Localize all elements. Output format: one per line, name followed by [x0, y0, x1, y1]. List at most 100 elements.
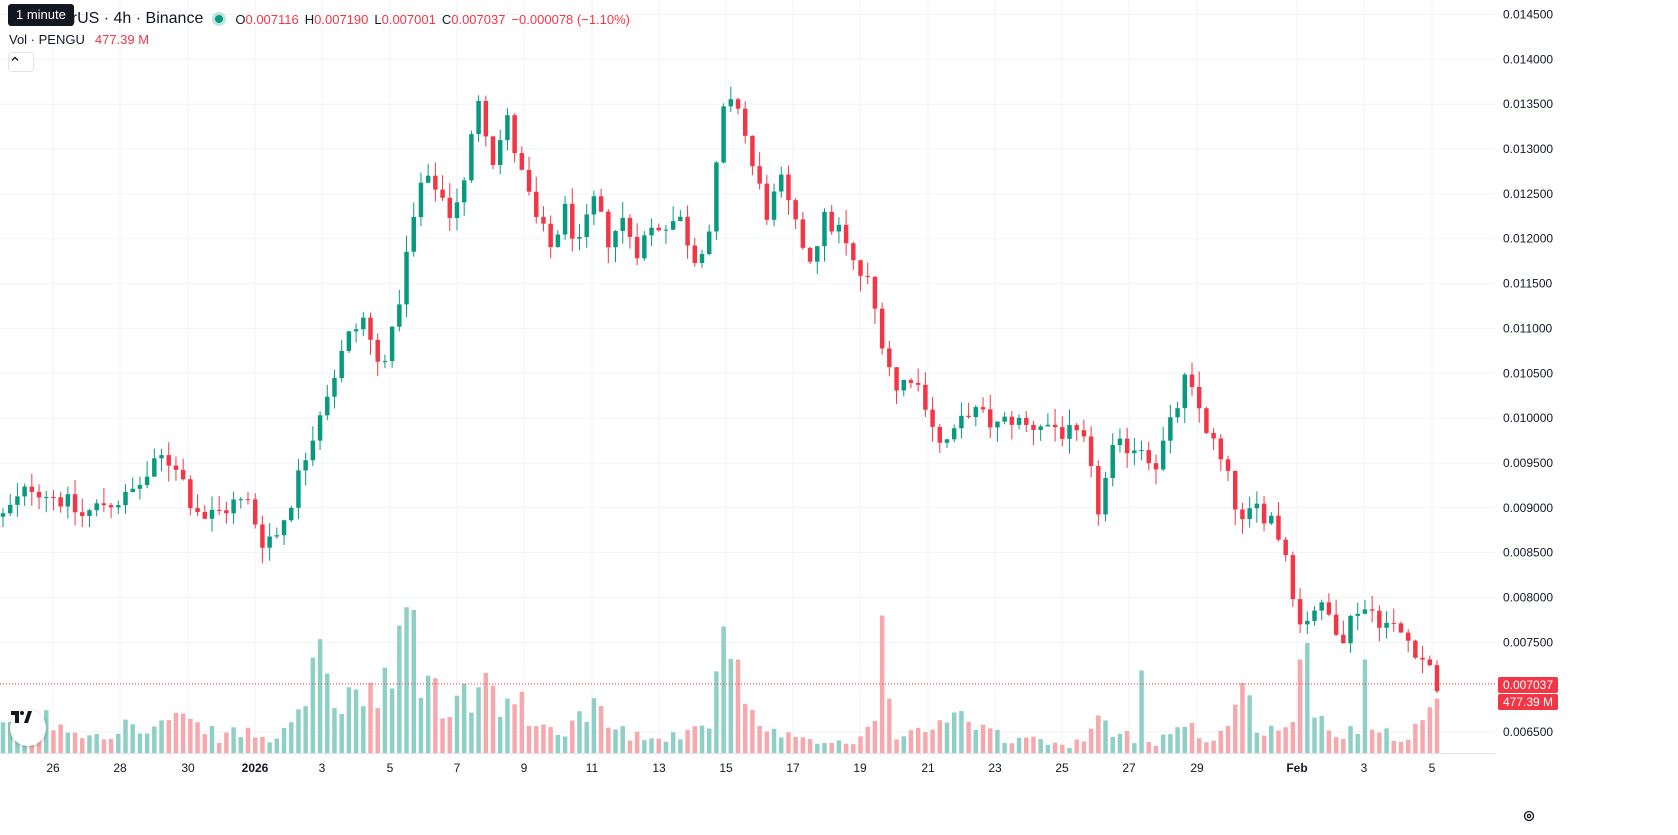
candle-body — [555, 234, 561, 248]
collapse-legend-button[interactable] — [8, 52, 34, 72]
volume-bar — [245, 727, 251, 753]
candle-body — [1182, 374, 1188, 409]
candle-body — [267, 536, 272, 548]
volume-bar — [1240, 682, 1245, 753]
candle-body — [699, 254, 705, 264]
volume-bar — [750, 709, 755, 753]
time-tick-label: 9 — [521, 761, 528, 775]
candle-body — [1103, 478, 1108, 515]
volume-bar — [901, 736, 906, 753]
candle-body — [613, 230, 618, 248]
volume-bar — [1060, 744, 1065, 753]
volume-bar — [1132, 743, 1137, 753]
candle-body — [180, 469, 186, 480]
candle-body — [29, 486, 35, 492]
candle-body — [1132, 450, 1137, 454]
volume-bar — [1067, 747, 1072, 753]
volume-bar — [1182, 726, 1188, 753]
candle-body — [425, 175, 431, 183]
candle-body — [101, 503, 107, 506]
volume-bar — [296, 709, 301, 753]
candle-body — [382, 361, 388, 363]
volume-bar — [894, 739, 899, 753]
volume-bar — [923, 732, 928, 753]
volume-bar — [562, 736, 568, 753]
candle-body — [750, 135, 755, 167]
volume-label[interactable]: Vol · PENGU — [9, 32, 85, 47]
candle-body — [606, 211, 611, 248]
volume-bar — [65, 732, 71, 753]
candle-body — [1355, 613, 1360, 616]
candle-body — [1261, 503, 1267, 524]
tradingview-logo-icon[interactable] — [10, 710, 46, 746]
candle-body — [476, 100, 481, 135]
candle-body — [1384, 622, 1389, 628]
candle-body — [1146, 450, 1151, 464]
candle-body — [1305, 620, 1310, 625]
candle-body — [634, 236, 640, 259]
volume-value: 477.39 M — [94, 32, 150, 47]
candle-body — [130, 488, 135, 493]
volume-bar — [915, 727, 921, 753]
candle-body — [353, 329, 359, 332]
time-tick-label: 26 — [46, 761, 60, 775]
volume-bar — [728, 658, 734, 753]
volume-bar — [1153, 745, 1159, 753]
candle-body — [1218, 438, 1224, 460]
volume-bar — [1319, 715, 1324, 753]
volume-bar — [987, 728, 993, 753]
volume-bar — [843, 743, 849, 753]
candle-body — [519, 153, 525, 170]
candle-body — [397, 304, 402, 327]
volume-bar — [209, 726, 215, 753]
volume-bar — [317, 639, 323, 753]
volume-bar — [188, 718, 193, 753]
candle-body — [584, 214, 589, 237]
candle-body — [1002, 416, 1007, 422]
volume-bar — [252, 737, 258, 753]
candle-body — [108, 505, 114, 508]
candle-body — [317, 415, 323, 441]
candle-body — [1031, 424, 1036, 430]
settings-gear-icon[interactable] — [1522, 809, 1542, 829]
volume-bar — [526, 725, 532, 753]
candle-body — [901, 380, 906, 391]
candle-body — [526, 169, 532, 192]
candle-body — [224, 510, 229, 514]
market-status-icon[interactable] — [215, 15, 224, 23]
volume-bar — [260, 737, 265, 753]
volume-bar — [548, 727, 553, 753]
volume-bar — [1016, 737, 1022, 753]
close-value: 0.007037 — [451, 11, 506, 27]
volume-bar — [231, 727, 236, 753]
volume-bar — [1362, 659, 1368, 753]
volume-bar — [534, 726, 539, 753]
candle-body — [1232, 470, 1238, 510]
volume-bar — [130, 724, 135, 753]
candle-body — [1326, 602, 1332, 615]
volume-bar — [404, 607, 409, 753]
volume-bar — [692, 726, 698, 753]
candle-body — [793, 200, 798, 220]
volume-bar — [757, 725, 762, 753]
price-tick-label: 0.012000 — [1503, 232, 1553, 246]
candle-body — [541, 216, 546, 224]
volume-bar — [1283, 727, 1288, 753]
ohlc-values: O0.007116 H0.007190 L0.007001 C0.007037 … — [235, 12, 630, 27]
candle-body — [404, 251, 409, 305]
volume-bar — [216, 743, 222, 753]
volume-bar — [995, 729, 1000, 753]
volume-bar — [858, 736, 863, 753]
volume-bar — [678, 739, 683, 753]
candle-body — [771, 191, 777, 220]
candle-body — [339, 350, 344, 379]
candle-body — [22, 486, 27, 497]
price-tick-label: 0.009500 — [1503, 456, 1553, 470]
candle-body — [548, 223, 553, 248]
volume-bar — [642, 740, 647, 753]
volume-bar — [1038, 739, 1043, 753]
candle-body — [0, 513, 6, 517]
candle-body — [411, 216, 416, 252]
